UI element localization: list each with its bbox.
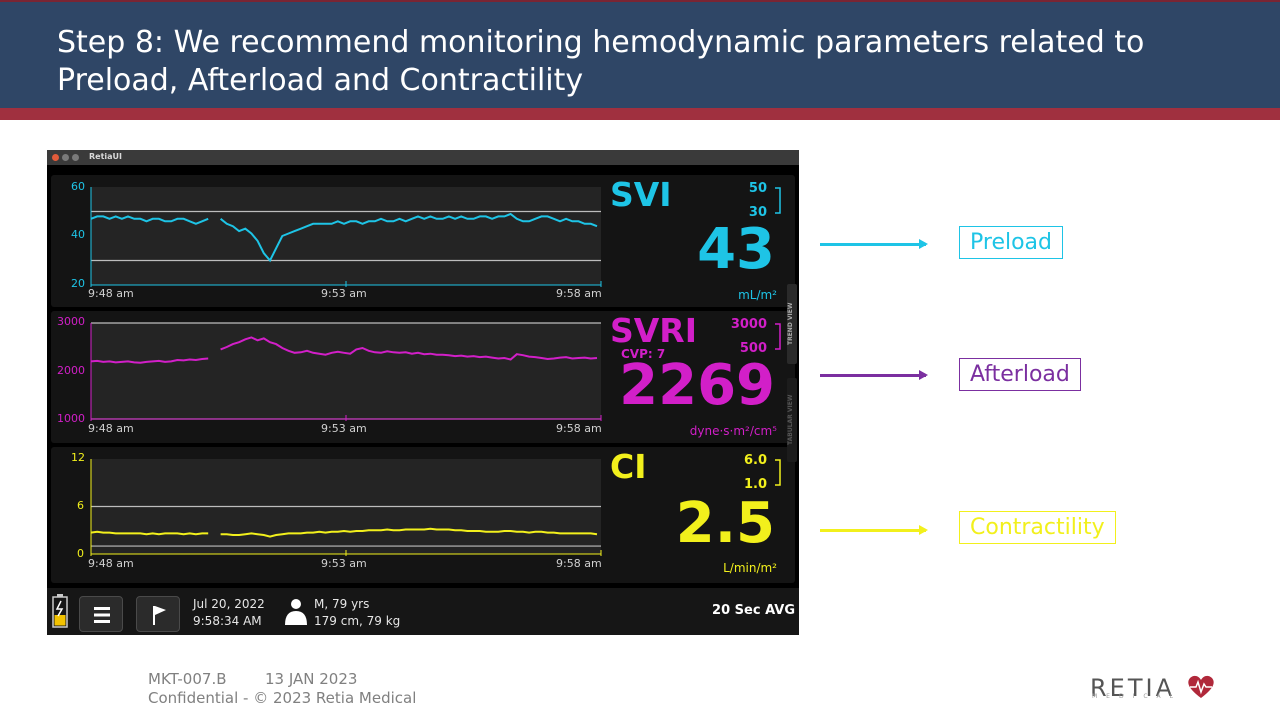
current-time: 9:58:34 AM (193, 614, 262, 628)
ci-ytick-top: 12 (71, 451, 85, 464)
window-title: RetiaUI (89, 152, 123, 161)
menu-icon (94, 607, 110, 623)
svi-trend-line-0 (90, 215, 209, 225)
slide-title: Step 8: We recommend monitoring hemodyna… (57, 25, 1145, 98)
confidential-notice: Confidential - © 2023 Retia Medical (148, 689, 417, 707)
ci-ytick-bottom: 0 (77, 547, 84, 560)
svri-ytick-top: 3000 (57, 315, 85, 328)
document-date: 13 JAN 2023 (265, 670, 358, 688)
ci-trend-line-1 (220, 527, 598, 538)
ci-xtick-mid: 9:53 am (321, 557, 367, 570)
ci-label: CI (610, 447, 647, 486)
svi-xtick-start: 9:48 am (88, 287, 134, 300)
svi-limit-low: 30 (748, 205, 767, 220)
retia-logo: RETIA (1090, 674, 1175, 702)
retia-logo-subtitle: MEDICAL (1092, 693, 1182, 700)
afterload-arrow (820, 370, 928, 380)
svi-limit-bracket (775, 187, 781, 214)
svi-xtick-mid: 9:53 am (321, 287, 367, 300)
ci-value: 2.5 (675, 491, 775, 556)
patient-measurements: 179 cm, 79 kg (314, 614, 401, 628)
svi-label: SVI (610, 175, 672, 214)
slide-header: Step 8: We recommend monitoring hemodyna… (0, 0, 1280, 108)
preload-arrow (820, 239, 928, 249)
svi-trend-line-1 (219, 212, 598, 263)
ci-trend-line-0 (90, 530, 209, 536)
svri-ytick-bottom: 1000 (57, 412, 85, 425)
preload-tag: Preload (959, 226, 1063, 259)
window-titlebar: RetiaUI (47, 150, 799, 165)
svi-xtick-end: 9:58 am (556, 287, 602, 300)
svri-value: 2269 (619, 353, 775, 418)
svri-ytick-mid: 2000 (57, 364, 85, 377)
cvp-readout: CVP: 7 (621, 347, 666, 361)
window-close-icon[interactable] (52, 154, 59, 161)
document-code: MKT-007.B (148, 670, 227, 688)
patient-demographics: M, 79 yrs (314, 597, 370, 611)
svri-xtick-end: 9:58 am (556, 422, 602, 435)
window-maximize-icon[interactable] (72, 154, 79, 161)
window-minimize-icon[interactable] (62, 154, 69, 161)
svri-trend-line-0 (90, 357, 209, 364)
flag-icon (153, 606, 166, 625)
svri-limit-low: 500 (739, 341, 767, 356)
ci-panel: 12 6 0 9:48 am 9:53 am 9:58 am CI 6.0 1.… (51, 447, 795, 583)
svi-unit: mL/m² (738, 288, 777, 302)
ci-trend-plot (90, 459, 602, 556)
svri-limit-high: 3000 (730, 317, 767, 332)
ci-limit-low: 1.0 (743, 477, 767, 492)
ci-ytick-mid: 6 (77, 499, 84, 512)
afterload-tag: Afterload (959, 358, 1081, 391)
svi-panel: 60 40 20 9:48 am 9:53 am 9:58 am SVI 50 … (51, 175, 795, 307)
svri-unit: dyne·s·m²/cm⁵ (689, 424, 777, 438)
svri-panel: 3000 2000 1000 9:48 am 9:53 am 9:58 am S… (51, 311, 795, 443)
svi-trend-plot (90, 187, 602, 287)
svri-xtick-start: 9:48 am (88, 422, 134, 435)
svi-ytick-top: 60 (71, 180, 85, 193)
svri-plot-area (91, 323, 601, 419)
header-accent-bar (0, 108, 1280, 120)
bottom-status-bar: Jul 20, 2022 9:58:34 AM M, 79 yrs 179 cm… (47, 588, 799, 635)
svri-label: SVRI (610, 311, 697, 350)
menu-button[interactable] (79, 596, 123, 632)
tab-tabular-view[interactable]: TABULAR VIEW (787, 378, 797, 462)
svri-xtick-mid: 9:53 am (321, 422, 367, 435)
ci-limit-high: 6.0 (743, 453, 767, 468)
ci-unit: L/min/m² (723, 561, 777, 575)
battery-icon (52, 594, 68, 628)
contractility-arrow (820, 525, 928, 535)
svri-limit-bracket (775, 323, 781, 350)
svi-plot-area (91, 187, 601, 285)
patient-icon (285, 599, 307, 625)
contractility-tag: Contractility (959, 511, 1116, 544)
svri-trend-plot (90, 322, 602, 421)
ci-xtick-start: 9:48 am (88, 557, 134, 570)
svi-ytick-mid: 40 (71, 228, 85, 241)
svri-trend-line-1 (220, 336, 598, 361)
svi-value: 43 (697, 217, 775, 282)
svi-limit-high: 50 (748, 181, 767, 196)
ci-xtick-end: 9:58 am (556, 557, 602, 570)
averaging-mode[interactable]: 20 Sec AVG (712, 603, 795, 618)
current-date: Jul 20, 2022 (193, 597, 265, 611)
ci-limit-bracket (775, 459, 781, 486)
retia-monitor-window: RetiaUI 60 40 20 9:48 am 9:53 am 9:58 am… (47, 150, 799, 635)
tab-trend-view[interactable]: TREND VIEW (787, 284, 797, 364)
svi-ytick-bottom: 20 (71, 277, 85, 290)
heart-logo-icon (1188, 675, 1214, 698)
event-flag-button[interactable] (136, 596, 180, 632)
